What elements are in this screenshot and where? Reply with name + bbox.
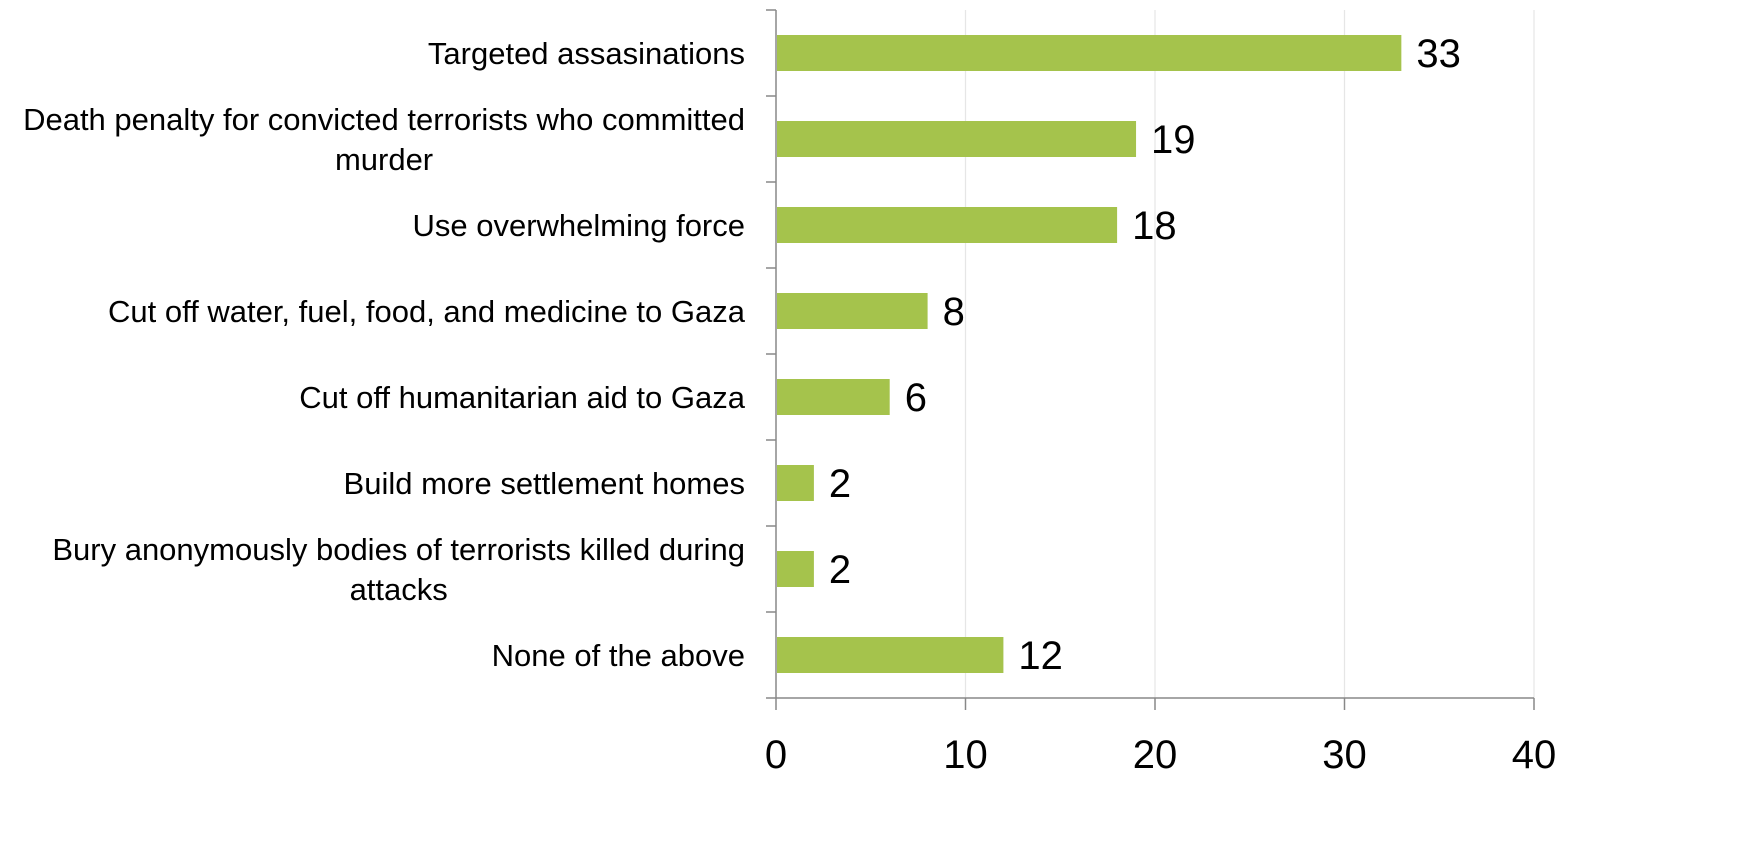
bars xyxy=(777,35,1402,673)
category-label-1: Targeted assasinations xyxy=(428,36,745,71)
bar-3 xyxy=(777,207,1118,243)
data-label-6: 2 xyxy=(829,462,851,506)
category-label-4: Cut off water, fuel, food, and medicine … xyxy=(108,294,746,329)
x-tick-labels: 0 10 20 30 40 xyxy=(765,733,1556,777)
category-labels: Targeted assasinations Death penalty for … xyxy=(23,36,746,673)
bar-5 xyxy=(777,379,890,415)
x-tick-label-40: 40 xyxy=(1512,733,1557,777)
data-label-4: 8 xyxy=(943,290,965,334)
data-label-3: 18 xyxy=(1132,204,1177,248)
bar-7 xyxy=(777,551,814,587)
x-tick-label-20: 20 xyxy=(1133,733,1178,777)
category-label-7-line-2: attacks xyxy=(350,572,448,607)
category-label-6: Build more settlement homes xyxy=(344,466,745,501)
category-label-5: Cut off humanitarian aid to Gaza xyxy=(299,380,746,415)
data-label-5: 6 xyxy=(905,376,927,420)
data-labels: 33 19 18 86 2 2 12 xyxy=(829,32,1461,678)
axes xyxy=(766,9,1535,710)
data-label-8: 12 xyxy=(1018,634,1063,678)
bar-8 xyxy=(777,637,1004,673)
data-label-1: 33 xyxy=(1416,32,1461,76)
category-label-2-line-2: murder xyxy=(335,142,433,177)
category-label-2: Death penalty for convicted terrorists w… xyxy=(23,102,745,137)
bar-1 xyxy=(777,35,1402,71)
x-tick-label-30: 30 xyxy=(1322,733,1367,777)
bar-2 xyxy=(777,121,1137,157)
gridlines xyxy=(964,10,1535,698)
bar-4 xyxy=(777,293,928,329)
data-label-2: 19 xyxy=(1151,118,1196,162)
x-tick-label-0: 0 xyxy=(765,733,787,777)
category-label-7: Bury anonymously bodies of terrorists ki… xyxy=(52,532,745,567)
data-label-7: 2 xyxy=(829,548,851,592)
x-tick-label-10: 10 xyxy=(943,733,988,777)
bar-6 xyxy=(777,465,814,501)
category-label-3: Use overwhelming force xyxy=(412,208,745,243)
category-label-8: None of the above xyxy=(492,638,745,673)
